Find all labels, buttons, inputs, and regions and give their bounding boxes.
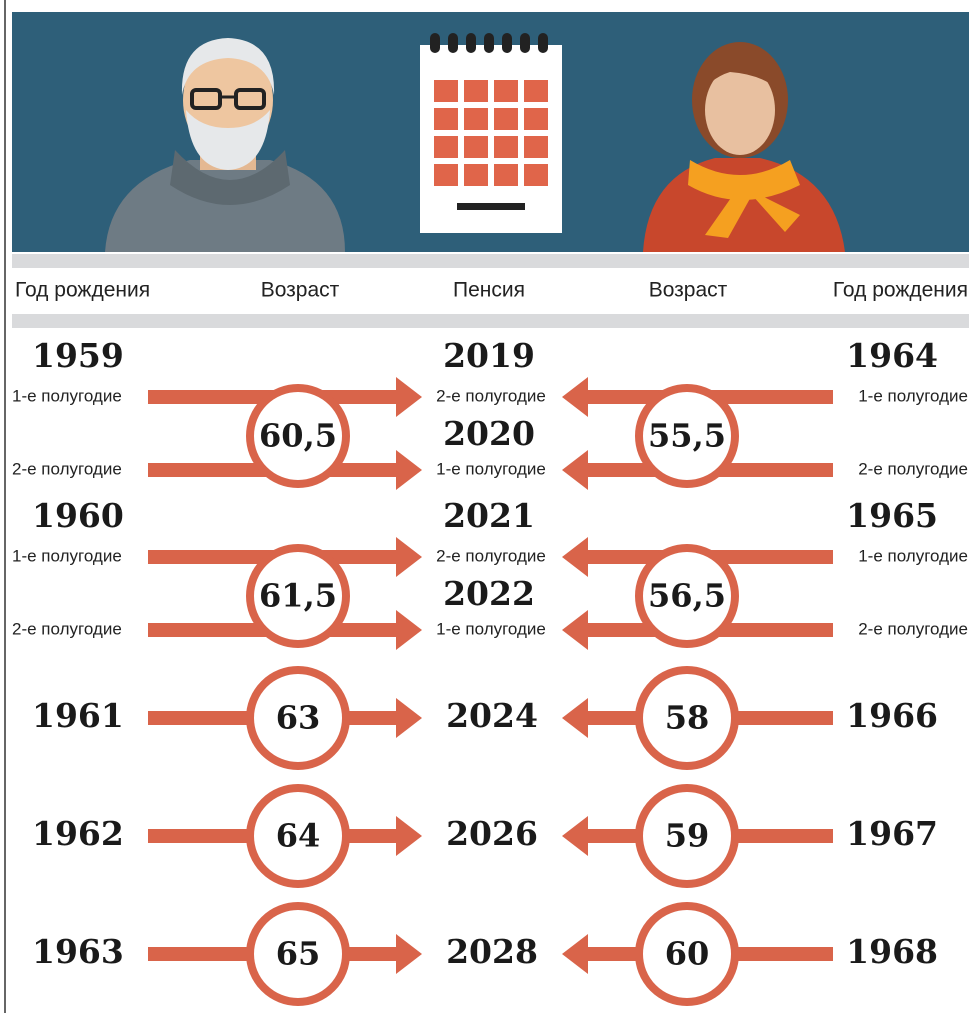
birth-year: 1964 (846, 336, 938, 375)
arrow-head (396, 377, 422, 417)
half-label: 2-е полугодие (858, 459, 968, 478)
calendar-illustration (420, 33, 562, 233)
half-label: 2-е полугодие (436, 386, 546, 405)
arrow-head (396, 934, 422, 974)
birth-year: 1960 (32, 496, 124, 535)
column-header: Возраст (649, 279, 728, 302)
age: 59 (665, 817, 710, 855)
half-label: 1-е полугодие (858, 546, 968, 565)
pension-year: 2020 (443, 414, 535, 453)
arrow-head (562, 537, 588, 577)
pension-year: 2021 (443, 496, 535, 535)
age: 60,5 (259, 417, 337, 455)
arrow-head (562, 816, 588, 856)
half-label: 1-е полугодие (436, 619, 546, 638)
pension-year: 2024 (446, 696, 538, 735)
age: 60 (665, 935, 710, 973)
birth-year: 1959 (32, 336, 124, 375)
half-label: 2-е полугодие (436, 546, 546, 565)
age: 56,5 (648, 577, 726, 615)
arrow-head (562, 377, 588, 417)
half-label: 2-е полугодие (12, 459, 122, 478)
column-header: Год рождения (833, 279, 968, 302)
age: 65 (276, 935, 321, 973)
divider (12, 314, 969, 328)
birth-year: 1965 (846, 496, 938, 535)
half-label: 1-е полугодие (12, 546, 122, 565)
arrow-head (396, 610, 422, 650)
arrow-head (396, 450, 422, 490)
age: 64 (276, 817, 321, 855)
arrow-head (562, 450, 588, 490)
age: 58 (665, 699, 710, 737)
half-label: 1-е полугодие (12, 386, 122, 405)
arrow-head (562, 610, 588, 650)
pension-year: 2019 (443, 336, 535, 375)
arrow-head (396, 816, 422, 856)
birth-year: 1963 (32, 932, 124, 971)
column-header: Год рождения (15, 279, 150, 302)
half-label: 1-е полугодие (858, 386, 968, 405)
half-label: 2-е полугодие (12, 619, 122, 638)
pension-year: 2022 (443, 574, 535, 613)
arrow-head (562, 698, 588, 738)
age: 63 (276, 699, 321, 737)
infographic: Год рождения Возраст Пенсия Возраст Год … (0, 0, 970, 1013)
pension-year: 2026 (446, 814, 538, 853)
arrow-head (396, 537, 422, 577)
column-header: Возраст (261, 279, 340, 302)
column-headers: Год рождения Возраст Пенсия Возраст Год … (15, 279, 968, 302)
half-label: 1-е полугодие (436, 459, 546, 478)
pension-year: 2028 (446, 932, 538, 971)
birth-year: 1968 (846, 932, 938, 971)
birth-year: 1966 (846, 696, 938, 735)
divider (12, 254, 969, 268)
arrow-head (396, 698, 422, 738)
birth-year: 1967 (846, 814, 938, 853)
birth-year: 1962 (32, 814, 124, 853)
arrow-head (562, 934, 588, 974)
column-header: Пенсия (453, 279, 525, 302)
birth-year: 1961 (32, 696, 124, 735)
half-label: 2-е полугодие (858, 619, 968, 638)
age: 61,5 (259, 577, 337, 615)
age: 55,5 (648, 417, 726, 455)
